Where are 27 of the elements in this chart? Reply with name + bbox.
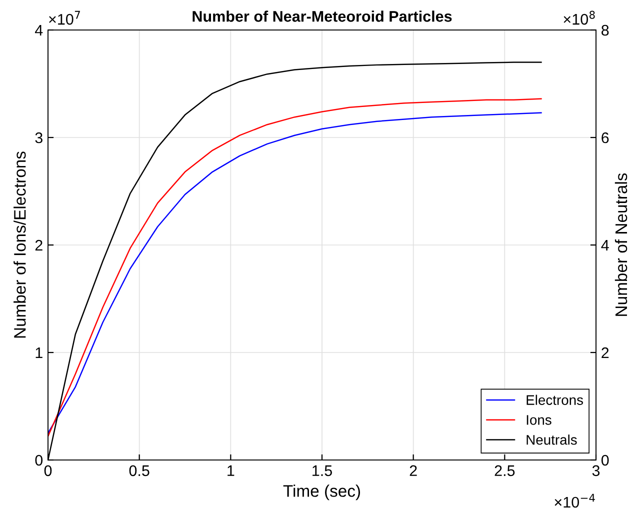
y-axis-title: Number of Ions/Electrons [14,152,26,338]
legend-label: Electrons [526,394,583,405]
y-tick-label: 4 [34,25,43,36]
text: ×10$^{−4}$ [554,494,595,508]
y-tick-label: 0 [35,454,43,466]
y2-axis-title: Number of Neutrals [614,173,628,316]
x-tick-label: 2.5 [494,465,515,476]
x-tick-label: 3 [592,465,600,476]
text: ×10$^{7}$ [49,10,80,25]
y-tick-label: 3 [35,132,42,144]
legend-label: Neutrals [526,434,577,445]
x-tick-label: 1 [228,465,234,476]
x-tick-label: 0 [44,465,52,476]
y-tick-label: 1 [36,348,42,358]
text: ×10$^{8}$ [564,10,595,25]
y2-tick-label: 4 [601,240,609,251]
x-tick-label: 0.5 [129,465,150,476]
y-tick-label: 2 [35,240,42,251]
x-tick-label: 2 [410,465,417,476]
y2-tick-label: 6 [602,132,609,144]
chart-title: Number of Near-Meteoroid Particles [192,10,452,22]
x-tick-label: 1.5 [312,465,332,476]
y2-tick-label: 0 [601,454,609,466]
x-axis-title: Time (sec) [283,484,360,500]
y2-tick-label: 2 [602,347,609,358]
y2-tick-label: 8 [602,24,609,36]
legend-label: Ions [526,415,552,425]
